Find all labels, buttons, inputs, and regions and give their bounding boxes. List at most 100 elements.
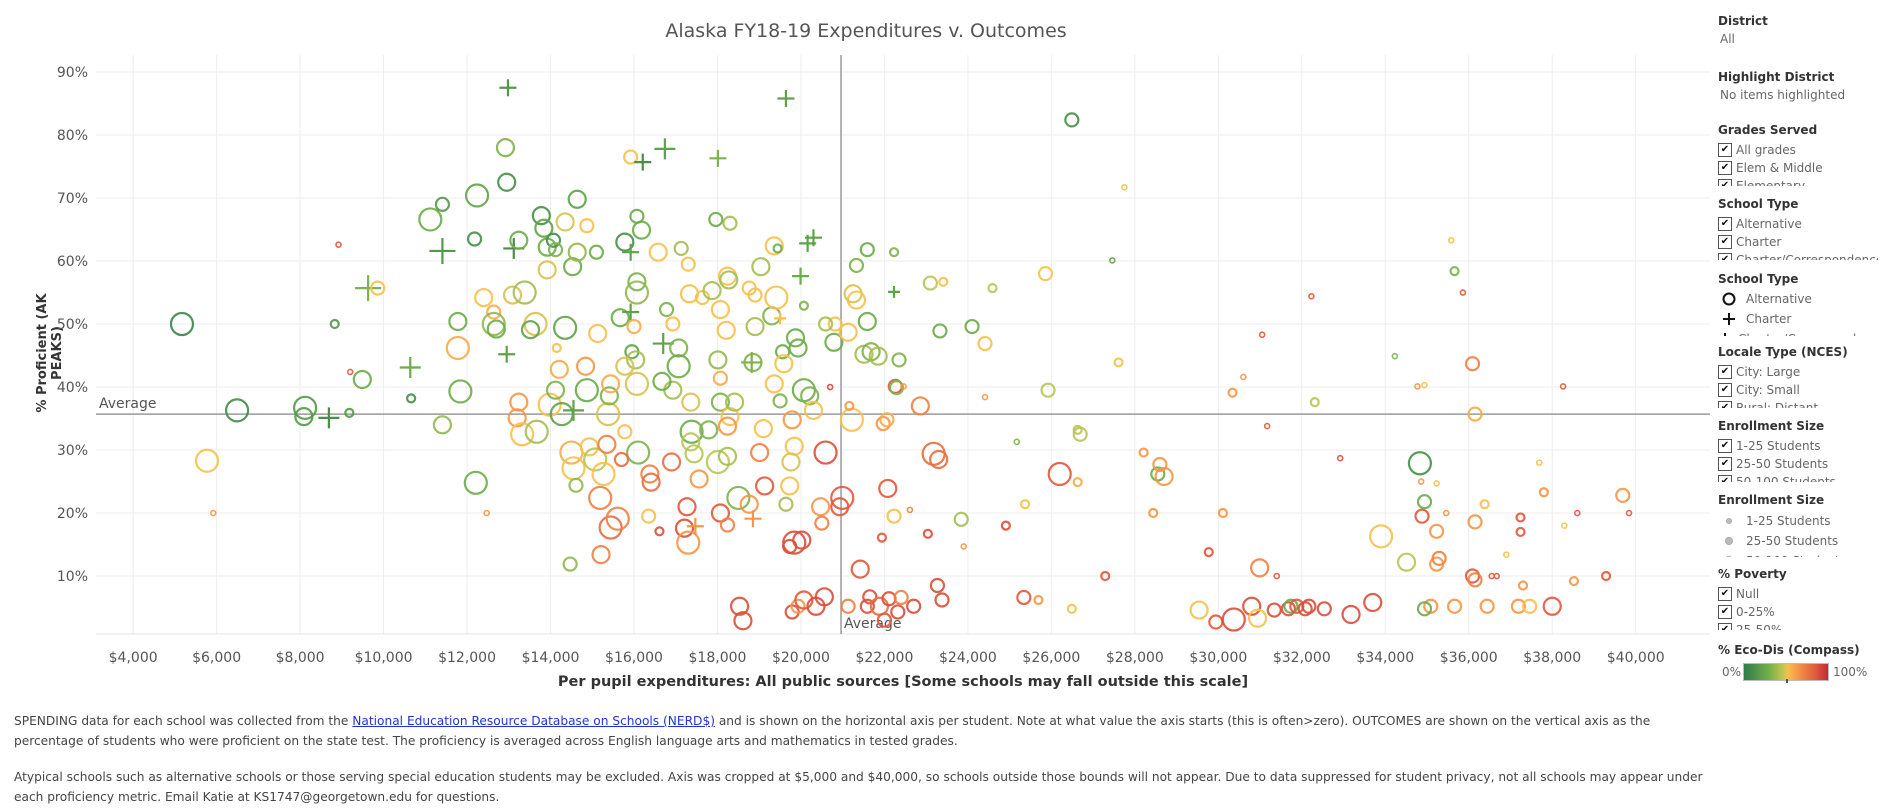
checkbox[interactable]: ✔ (1718, 605, 1732, 619)
data-point[interactable] (762, 306, 782, 326)
data-point-charter[interactable] (634, 153, 652, 171)
data-point[interactable] (679, 419, 704, 444)
data-point[interactable] (624, 280, 650, 305)
data-point[interactable] (788, 338, 808, 358)
checkbox[interactable]: ✔ (1718, 235, 1732, 249)
data-point[interactable] (615, 356, 635, 376)
checkbox[interactable]: ✔ (1718, 217, 1732, 231)
data-point[interactable] (553, 315, 578, 340)
data-point[interactable] (641, 508, 657, 524)
data-point[interactable] (830, 497, 850, 517)
data-point[interactable] (929, 449, 949, 470)
data-point[interactable] (888, 247, 900, 258)
data-point[interactable] (774, 354, 794, 374)
data-point-charter[interactable] (888, 285, 901, 298)
data-point[interactable] (502, 285, 523, 305)
data-point[interactable] (717, 416, 738, 436)
data-point[interactable] (1535, 459, 1543, 466)
data-point[interactable] (1369, 524, 1394, 549)
data-point[interactable] (598, 515, 623, 540)
filter-option[interactable]: ✔ 25-50% (1718, 621, 1878, 630)
data-point[interactable] (588, 485, 613, 511)
data-point[interactable] (1414, 508, 1430, 524)
checkbox[interactable]: ✔ (1718, 365, 1732, 379)
data-point[interactable] (1240, 373, 1247, 381)
data-point[interactable] (599, 386, 619, 406)
data-point[interactable] (1573, 509, 1581, 517)
data-point[interactable] (194, 448, 220, 473)
data-point[interactable] (613, 451, 630, 468)
data-point[interactable] (900, 383, 907, 390)
data-point[interactable] (641, 472, 661, 492)
data-point[interactable] (724, 392, 745, 412)
data-point[interactable] (702, 281, 722, 301)
data-point[interactable] (1016, 589, 1032, 606)
data-point[interactable] (1221, 607, 1246, 632)
filter-option[interactable]: ✔ Rural: Distant (1718, 399, 1878, 408)
data-point[interactable] (1407, 451, 1433, 476)
data-point[interactable] (826, 383, 834, 391)
data-point[interactable] (648, 242, 668, 262)
data-point[interactable] (755, 476, 775, 496)
data-point[interactable] (1429, 523, 1445, 539)
data-point[interactable] (663, 380, 683, 400)
data-point[interactable] (537, 392, 562, 417)
data-point[interactable] (890, 604, 906, 620)
data-point[interactable] (626, 318, 642, 335)
data-point[interactable] (1208, 614, 1224, 630)
data-point[interactable] (1416, 601, 1433, 617)
data-point[interactable] (743, 352, 763, 373)
data-point[interactable] (294, 407, 314, 427)
data-point[interactable] (850, 559, 870, 579)
data-point[interactable] (610, 308, 630, 328)
data-point[interactable] (747, 287, 763, 303)
data-point[interactable] (1138, 447, 1149, 458)
data-point[interactable] (680, 256, 696, 272)
data-point[interactable] (705, 449, 730, 475)
data-point[interactable] (824, 332, 844, 352)
data-point[interactable] (1037, 266, 1054, 282)
data-point[interactable] (677, 497, 697, 517)
data-point-charter[interactable] (709, 149, 727, 167)
data-point[interactable] (654, 526, 665, 537)
data-point[interactable] (1217, 507, 1229, 519)
data-point[interactable] (710, 503, 730, 523)
data-point[interactable] (750, 442, 770, 463)
data-point[interactable] (868, 346, 888, 366)
poverty-filter-list[interactable]: ✔ Null ✔ 0-25% ✔ 25-50% (1718, 585, 1878, 630)
data-point[interactable] (1433, 480, 1440, 487)
data-point[interactable] (567, 242, 587, 262)
data-point[interactable] (329, 318, 340, 330)
data-point[interactable] (699, 420, 719, 440)
data-point[interactable] (1189, 600, 1209, 620)
data-point[interactable] (953, 511, 969, 527)
data-point[interactable] (790, 598, 806, 614)
data-point[interactable] (1258, 331, 1266, 339)
data-point[interactable] (729, 596, 750, 616)
checkbox[interactable]: ✔ (1718, 383, 1732, 397)
data-point[interactable] (1391, 352, 1399, 360)
data-point[interactable] (1100, 570, 1111, 582)
data-point[interactable] (344, 407, 355, 418)
data-point[interactable] (681, 432, 701, 452)
data-point[interactable] (562, 556, 578, 572)
data-point[interactable] (857, 311, 877, 332)
data-point[interactable] (583, 447, 608, 472)
data-point[interactable] (803, 400, 824, 420)
data-point[interactable] (681, 392, 701, 412)
data-point[interactable] (689, 469, 709, 489)
data-point[interactable] (929, 577, 946, 594)
data-point[interactable] (1503, 551, 1510, 558)
data-point[interactable] (1227, 387, 1238, 398)
checkbox[interactable]: ✔ (1718, 401, 1732, 408)
data-point[interactable] (1148, 507, 1159, 519)
data-point[interactable] (859, 598, 875, 614)
data-point[interactable] (1121, 184, 1128, 191)
data-point[interactable] (810, 497, 831, 517)
data-point[interactable] (932, 323, 948, 339)
data-point[interactable] (798, 300, 809, 311)
data-point[interactable] (1431, 550, 1447, 566)
data-point[interactable] (893, 589, 909, 606)
data-point[interactable] (545, 232, 562, 248)
data-point[interactable] (224, 398, 250, 423)
